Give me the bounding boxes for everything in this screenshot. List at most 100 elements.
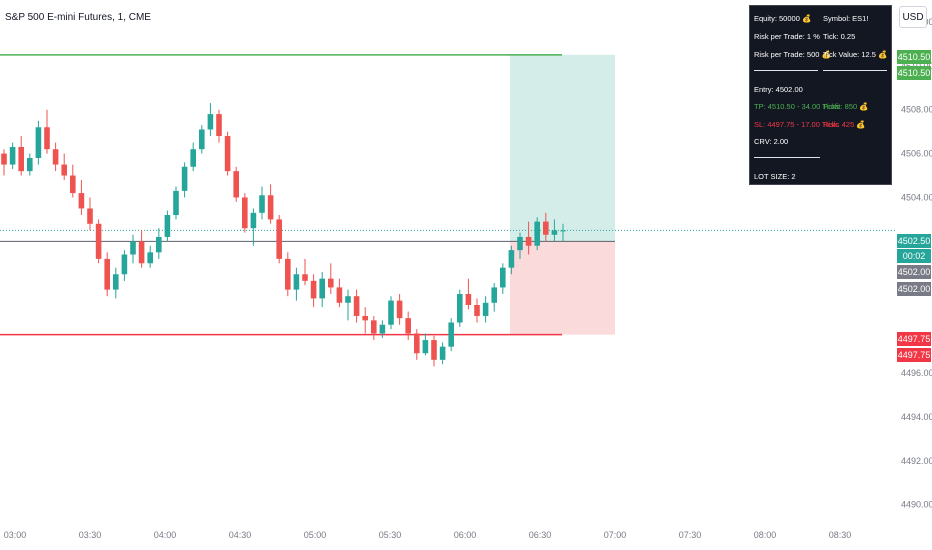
candle <box>448 318 454 352</box>
candle <box>482 296 489 323</box>
time-tick-label: 06:00 <box>454 530 477 540</box>
candle-body <box>1 153 7 165</box>
entry-price-tag: 4502.00 <box>897 265 931 279</box>
time-axis: 03:00 03:30 04:00 04:30 05:00 05:30 06:00 06:30… <box>4 530 852 540</box>
candle-body <box>414 333 420 354</box>
candle-body <box>156 236 162 253</box>
candle <box>405 311 411 341</box>
candle <box>207 103 214 137</box>
candle <box>560 223 566 242</box>
time-tick-label: 08:30 <box>829 530 852 540</box>
time-tick-label: 05:30 <box>379 530 402 540</box>
candle <box>371 315 377 341</box>
entry-label: Entry: 4502.00 <box>754 85 803 94</box>
candle <box>18 136 24 176</box>
candle-body <box>448 322 454 347</box>
tp-price-tag: 4510.50 <box>897 66 931 80</box>
currency-button[interactable]: USD <box>899 6 927 28</box>
candle-body <box>508 250 515 268</box>
candle <box>525 221 532 255</box>
candle <box>113 267 119 299</box>
candle <box>130 234 136 264</box>
candle-body <box>250 212 257 229</box>
time-tick-label: 05:00 <box>304 530 327 540</box>
candle-body <box>405 318 411 334</box>
price-axis: 4512.004510.004508.004506.004504.004496.… <box>901 17 932 510</box>
candle-body <box>199 129 205 150</box>
candle-body <box>207 114 214 130</box>
price-tick-label: 4494.00 <box>901 412 932 422</box>
position-zones <box>510 54 615 335</box>
candle-body <box>379 324 386 334</box>
candle <box>233 166 239 202</box>
candle <box>285 252 291 297</box>
candle-body <box>328 278 334 288</box>
candle-body <box>517 236 523 251</box>
risk-percent-label: Risk per Trade: 1 % <box>754 32 820 41</box>
candle-body <box>543 221 549 235</box>
candle-body <box>242 197 248 229</box>
candle-body <box>491 287 497 303</box>
time-tick-label: 06:30 <box>529 530 552 540</box>
tick-label: Tick: 0.25 <box>823 32 856 41</box>
candle <box>379 320 386 338</box>
candle <box>474 298 480 323</box>
candle <box>242 193 248 233</box>
candle <box>465 278 472 310</box>
candle-body <box>345 296 351 303</box>
candlestick-series <box>1 103 566 367</box>
current-price-tag: 4502.50 <box>897 234 931 248</box>
candle-body <box>500 267 506 288</box>
divider <box>754 157 820 158</box>
candle <box>414 329 420 360</box>
price-tick-label: 4504.00 <box>901 192 932 202</box>
candle-body <box>276 219 282 259</box>
candle-body <box>9 147 16 165</box>
price-tick-label: 4510.00 <box>901 61 932 71</box>
candle <box>9 142 16 169</box>
candle <box>250 208 257 246</box>
risk-label: Risk: 425 💰 <box>823 120 866 129</box>
candle <box>319 272 325 308</box>
profit-label: Profit: 850 💰 <box>823 102 869 111</box>
symbol-label: Symbol: ES1! <box>823 14 869 23</box>
candle-body <box>87 208 93 224</box>
time-tick-label: 03:00 <box>4 530 27 540</box>
candle-body <box>534 221 540 246</box>
candle-body <box>95 223 102 259</box>
symbol-title: S&P 500 E-mini Futures, 1, CME <box>5 12 151 23</box>
candle <box>439 342 446 365</box>
candle-body <box>439 346 446 360</box>
candle-body <box>70 175 76 194</box>
candle-body <box>285 258 291 290</box>
candle-body <box>35 127 42 158</box>
candle <box>422 333 429 356</box>
candle <box>224 131 231 176</box>
price-tick-label: 4506.00 <box>901 149 932 159</box>
candle <box>190 142 196 172</box>
candle-body <box>482 302 489 316</box>
profit-zone <box>510 54 615 242</box>
candle <box>138 230 145 268</box>
time-tick-label: 04:00 <box>154 530 177 540</box>
candle-body <box>190 149 196 167</box>
candle-body <box>362 315 368 321</box>
candle <box>216 109 222 143</box>
price-tick-label: 4508.00 <box>901 105 932 115</box>
take-profit-label: TP: 4510.50 - 34.00 Ticks <box>754 102 840 111</box>
tp-price-tag: 4510.50 <box>897 50 931 64</box>
candle-body <box>224 136 231 172</box>
candle <box>491 283 497 312</box>
candle <box>95 219 102 264</box>
candle <box>104 252 110 297</box>
candle-body <box>121 254 128 275</box>
candle-body <box>138 241 145 264</box>
candle-body <box>18 147 24 172</box>
candle <box>551 219 558 242</box>
candle-body <box>259 195 265 213</box>
candle <box>543 212 549 242</box>
divider <box>754 70 818 71</box>
candle-body <box>302 274 308 281</box>
candle-body <box>181 166 188 191</box>
